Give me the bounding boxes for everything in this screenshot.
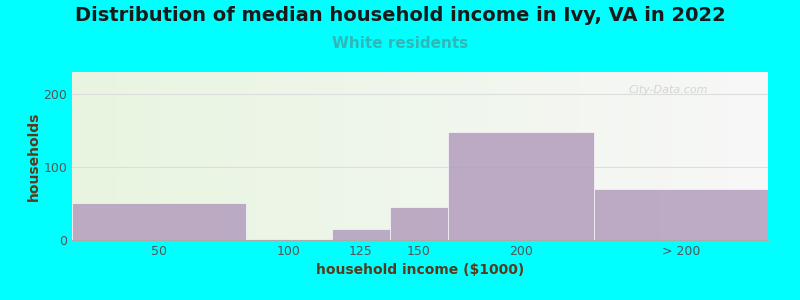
Bar <box>390 207 448 240</box>
Y-axis label: households: households <box>26 111 41 201</box>
Bar <box>332 229 390 240</box>
Bar <box>448 132 594 240</box>
Bar <box>594 189 768 240</box>
Text: Distribution of median household income in Ivy, VA in 2022: Distribution of median household income … <box>74 6 726 25</box>
Text: White residents: White residents <box>332 36 468 51</box>
Bar <box>72 203 246 240</box>
X-axis label: household income ($1000): household income ($1000) <box>316 263 524 278</box>
Text: City-Data.com: City-Data.com <box>629 85 708 95</box>
